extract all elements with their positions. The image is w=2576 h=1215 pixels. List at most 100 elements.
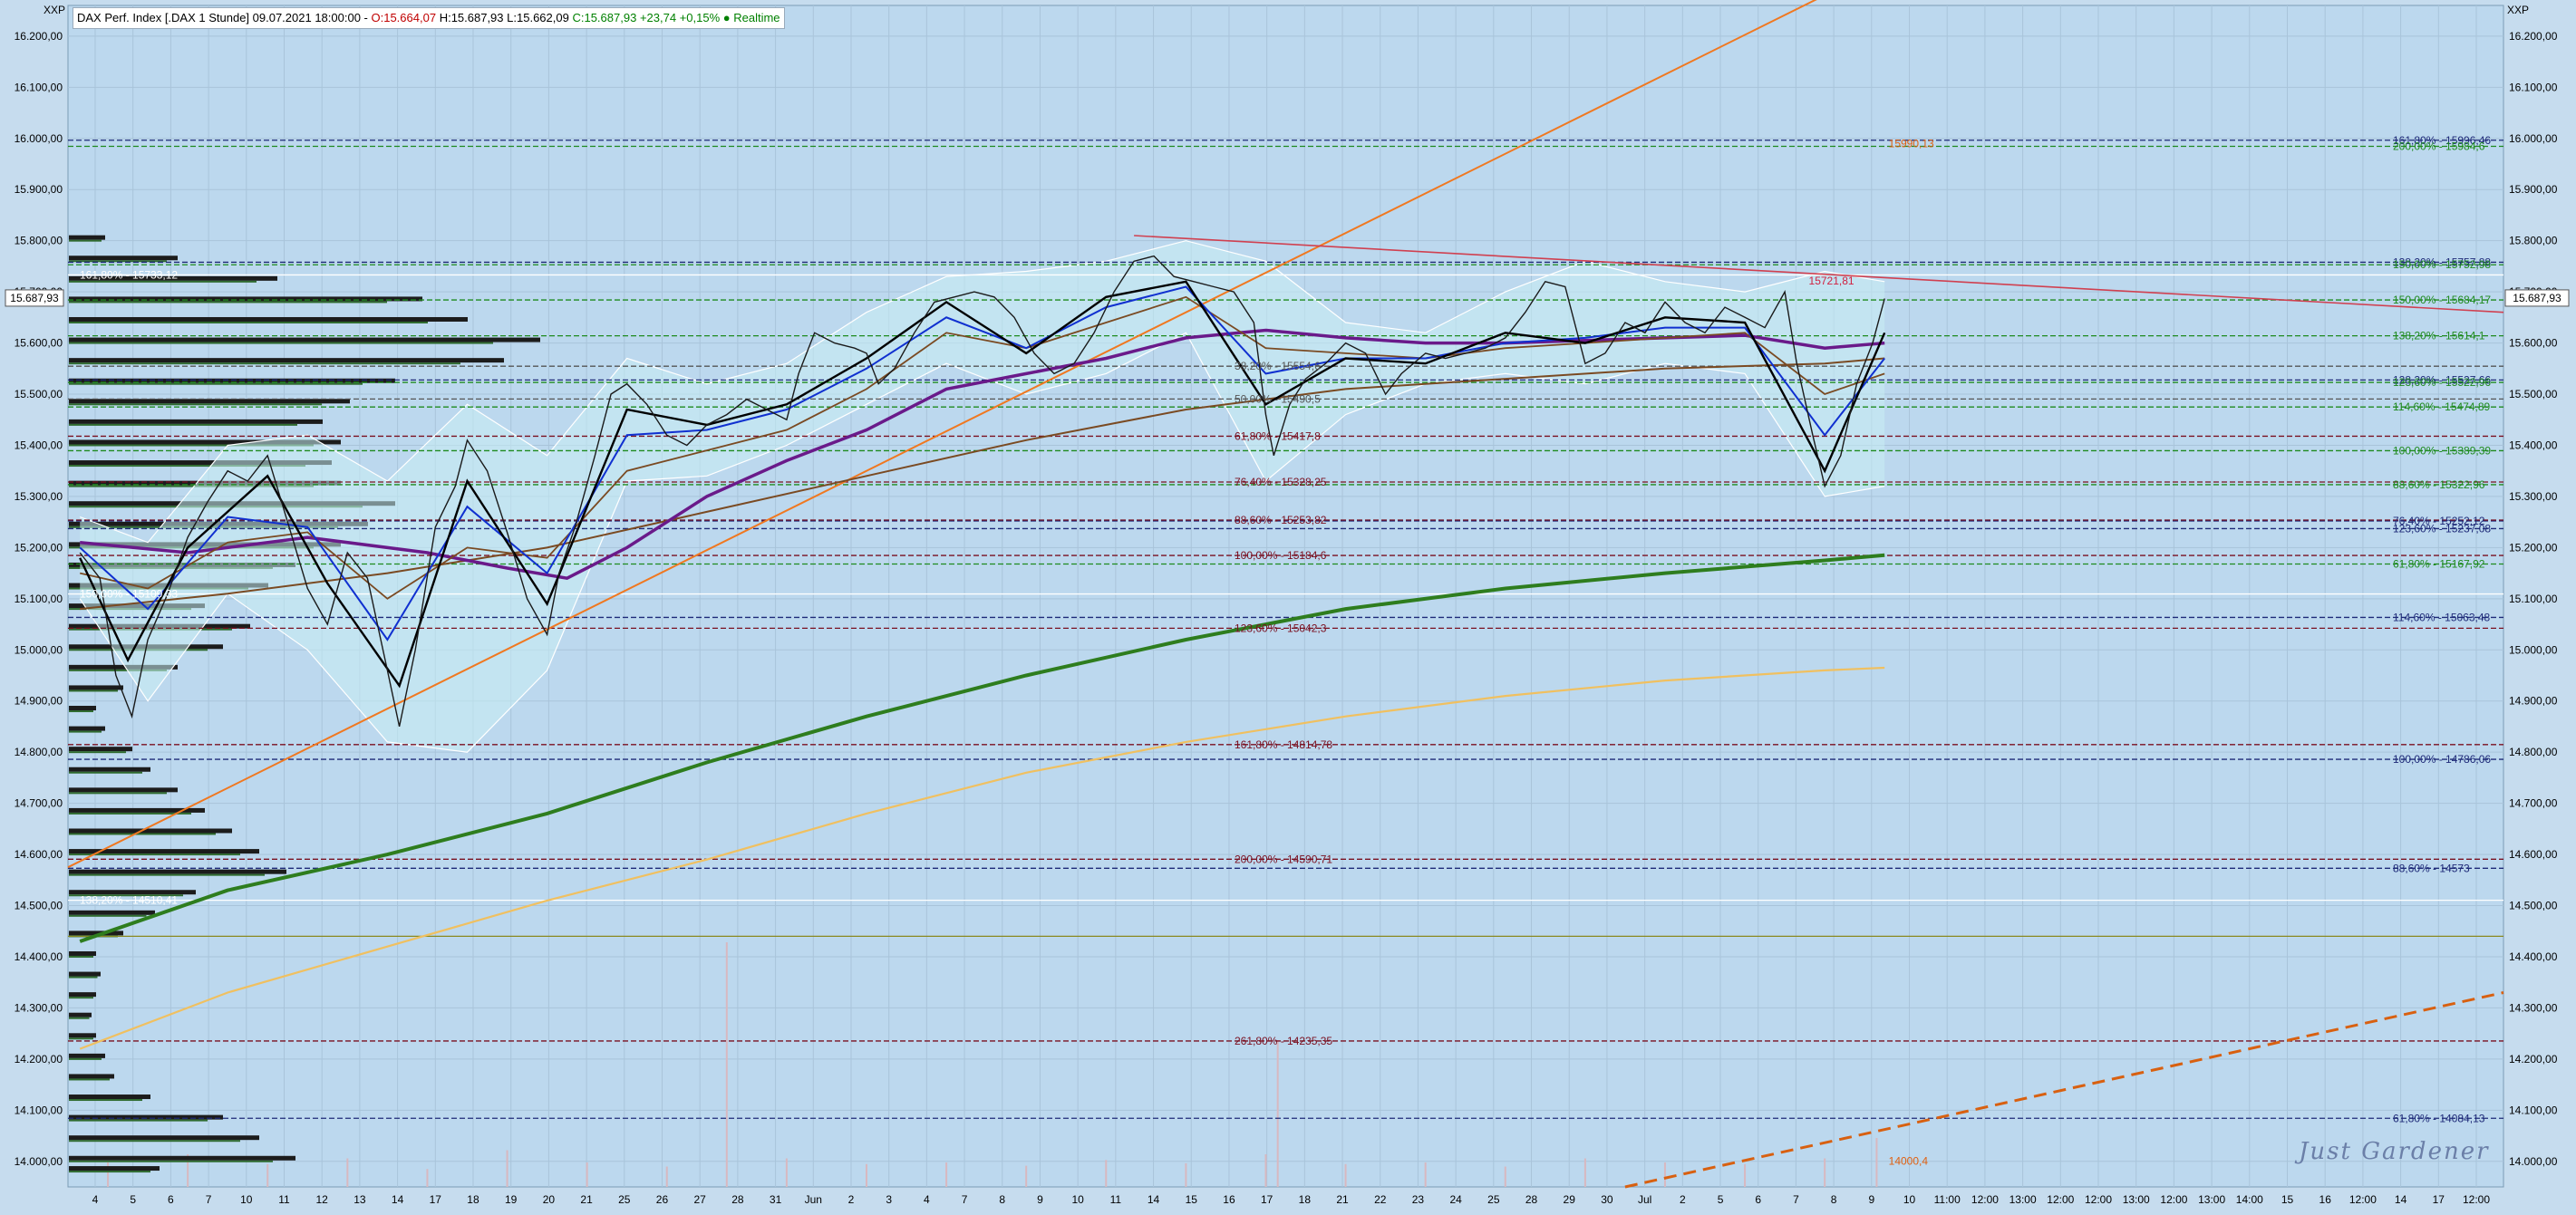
fib-level-label: 88,60% - 15322,96 bbox=[2393, 478, 2485, 491]
x-tick-label: 14 bbox=[392, 1193, 404, 1206]
x-tick-label: 21 bbox=[580, 1193, 593, 1206]
volume-bar bbox=[725, 942, 728, 1187]
y-tick-label-left: 14.400,00 bbox=[15, 950, 63, 963]
x-tick-label: Jun bbox=[805, 1193, 822, 1206]
volume-profile-bar-up bbox=[69, 669, 167, 671]
high-value: H:15.687,93 bbox=[439, 11, 504, 24]
volume-profile-bar bbox=[69, 787, 178, 793]
x-tick-label: 29 bbox=[1564, 1193, 1576, 1206]
volume-profile-bar bbox=[69, 869, 286, 874]
y-tick-label-right: 15.800,00 bbox=[2509, 235, 2558, 247]
realtime-indicator: ● Realtime bbox=[722, 11, 780, 24]
fib-level-label: 150,00% - 15109,33 bbox=[80, 588, 178, 601]
x-tick-label: 13:00 bbox=[2123, 1193, 2150, 1206]
fib-level-label: 261,80% - 14235,35 bbox=[1235, 1035, 1332, 1047]
x-tick-label: 12:00 bbox=[2085, 1193, 2112, 1206]
x-tick-label: 5 bbox=[130, 1193, 136, 1206]
fib-level-label: 76,40% - 15328,25 bbox=[1235, 476, 1327, 488]
fib-level-label: 138,20% - 15757,88 bbox=[2393, 256, 2491, 268]
y-tick-label-left: 16.200,00 bbox=[15, 30, 63, 43]
volume-profile-bar bbox=[69, 828, 232, 834]
volume-bar bbox=[1824, 1158, 1826, 1187]
volume-profile-bar bbox=[69, 1135, 259, 1141]
y-tick-label-right: 14.100,00 bbox=[2509, 1104, 2558, 1116]
fib-level-label: 138,20% - 14510,41 bbox=[80, 894, 178, 907]
fib-level-label: 123,60% - 15522,96 bbox=[2393, 376, 2491, 389]
x-tick-label: 8 bbox=[999, 1193, 1005, 1206]
y-tick-label-right: 15.500,00 bbox=[2509, 388, 2558, 400]
x-tick-label: 23 bbox=[1412, 1193, 1425, 1206]
x-tick-label: Jul bbox=[1638, 1193, 1651, 1206]
volume-profile-bar bbox=[69, 685, 123, 690]
volume-profile-bar-up bbox=[69, 1037, 93, 1040]
x-tick-label: 14 bbox=[1148, 1193, 1160, 1206]
volume-bar bbox=[266, 1163, 269, 1187]
volume-bar bbox=[187, 1154, 189, 1187]
realtime-label: Realtime bbox=[733, 11, 780, 24]
volume-bar bbox=[1663, 1162, 1666, 1187]
volume-profile-bar bbox=[69, 747, 132, 752]
x-tick-label: 9 bbox=[1037, 1193, 1043, 1206]
low-value: L:15.662,09 bbox=[507, 11, 569, 24]
volume-profile-bar-up bbox=[69, 1099, 142, 1102]
volume-profile-bar-up bbox=[69, 689, 118, 692]
x-tick-label: 13:00 bbox=[2009, 1193, 2037, 1206]
fib-level-label: 123,60% - 15042,3 bbox=[1235, 622, 1327, 634]
x-tick-label: 11 bbox=[278, 1193, 290, 1206]
ma-brown-long bbox=[80, 357, 1885, 611]
x-tick-label: 15 bbox=[2281, 1193, 2294, 1206]
volume-profile-bar-up bbox=[69, 239, 102, 242]
volume-bar bbox=[1875, 1138, 1878, 1187]
volume-profile-bar-up bbox=[69, 914, 147, 917]
volume-bar bbox=[107, 1162, 110, 1187]
ma-blue bbox=[79, 285, 1885, 641]
volume-bar bbox=[665, 1166, 668, 1187]
x-tick-label: 28 bbox=[731, 1193, 744, 1206]
y-tick-label-right: 14.300,00 bbox=[2509, 1001, 2558, 1014]
current-price-box-right bbox=[2504, 289, 2570, 307]
fib-level-label: 50,00% - 15490,5 bbox=[1235, 392, 1321, 405]
y-tick-label-right: 15.300,00 bbox=[2509, 490, 2558, 503]
x-tick-label: 25 bbox=[1487, 1193, 1500, 1206]
y-tick-label-right: 14.800,00 bbox=[2509, 746, 2558, 758]
x-tick-label: 10 bbox=[240, 1193, 253, 1206]
volume-profile-bar bbox=[69, 316, 468, 322]
fib-level-label: 100,00% - 15389,39 bbox=[2393, 444, 2491, 457]
y-tick-label-left: 14.800,00 bbox=[15, 746, 63, 758]
y-tick-label-left: 14.500,00 bbox=[15, 900, 63, 912]
fib-level-label: 114,60% - 15063,48 bbox=[2393, 611, 2491, 623]
volume-profile-bar bbox=[69, 1094, 150, 1100]
fib-level-label: 150,00% - 15684,17 bbox=[2393, 294, 2491, 306]
y-tick-label-right: 15.400,00 bbox=[2509, 439, 2558, 451]
volume-profile-bar bbox=[69, 1155, 295, 1161]
x-tick-label: 3 bbox=[886, 1193, 892, 1206]
fib-level-label: 128,20% - 15527,66 bbox=[2393, 373, 2491, 386]
volume-profile-bar bbox=[69, 767, 150, 772]
ma-purple bbox=[80, 328, 1885, 581]
fib-level-label: 61,80% - 15417,8 bbox=[1235, 429, 1321, 442]
volume-profile-bar bbox=[69, 1053, 105, 1058]
x-tick-label: 17 bbox=[2433, 1193, 2445, 1206]
volume-bar bbox=[1744, 1163, 1747, 1187]
fib-level-label: 200,00% - 15984,6 bbox=[2393, 140, 2485, 152]
volume-profile-bar bbox=[69, 890, 196, 895]
volume-profile-bar-up bbox=[69, 362, 460, 365]
change-value: +23,74 bbox=[639, 11, 677, 24]
volume-bar bbox=[1105, 1160, 1108, 1187]
y-tick-label-left: 15.800,00 bbox=[15, 235, 63, 247]
volume-profile-bar-up bbox=[69, 342, 493, 344]
volume-profile-bar bbox=[69, 1114, 223, 1120]
x-tick-label: 12:00 bbox=[2349, 1193, 2377, 1206]
y-tick-label-left: 14.000,00 bbox=[15, 1155, 63, 1168]
volume-profile-bar bbox=[69, 931, 123, 936]
volume-profile-bar bbox=[69, 849, 259, 854]
y-tick-label-right: 14.900,00 bbox=[2509, 695, 2558, 708]
volume-profile-bar-up bbox=[69, 465, 305, 468]
volume-profile-bar bbox=[69, 1166, 160, 1172]
volume-profile-bar-up bbox=[69, 894, 183, 897]
x-tick-label: 30 bbox=[1601, 1193, 1613, 1206]
x-tick-label: 2 bbox=[848, 1193, 855, 1206]
x-tick-label: 31 bbox=[770, 1193, 782, 1206]
price-line bbox=[79, 255, 1885, 728]
